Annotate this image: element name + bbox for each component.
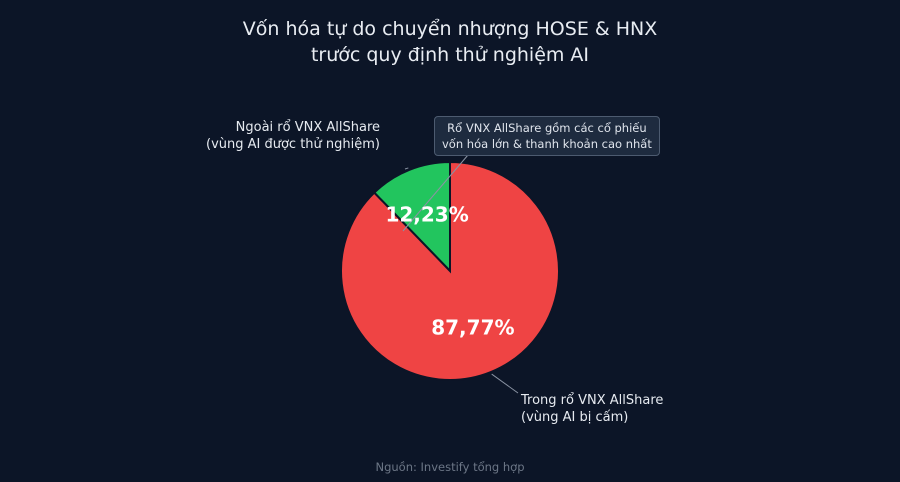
slice-label-inside-basket: Trong rổ VNX AllShare (vùng AI bị cấm): [521, 392, 663, 426]
chart-title-line1: Vốn hóa tự do chuyển nhượng HOSE & HNX: [242, 18, 658, 40]
annotation-box: Rổ VNX AllShare gồm các cổ phiếu vốn hóa…: [434, 116, 660, 156]
slice-label-outside-line1: Ngoài rổ VNX AllShare: [235, 120, 380, 135]
annotation-line1: Rổ VNX AllShare gồm các cổ phiếu: [447, 121, 647, 135]
annotation-leader-line: [402, 154, 469, 232]
source-note: Nguồn: Investify tổng hợp: [375, 460, 525, 474]
chart-title-line2: trước quy định thử nghiệm AI: [310, 44, 590, 66]
slice-inside-basket: [340, 160, 560, 381]
value-label-outside-basket: 12,23%: [385, 202, 468, 226]
annotation-line2: vốn hóa lớn & thanh khoản cao nhất: [442, 137, 652, 151]
leader-line-outside-basket: [404, 167, 409, 170]
value-label-inside-basket: 87,77%: [431, 316, 514, 340]
slice-label-inside-line2: (vùng AI bị cấm): [521, 410, 629, 425]
slice-outside-basket: [372, 160, 451, 274]
leader-line-inside-basket: [491, 373, 519, 394]
slice-label-outside-basket: Ngoài rổ VNX AllShare (vùng AI được thử …: [206, 119, 380, 153]
slice-label-inside-line1: Trong rổ VNX AllShare: [521, 393, 664, 408]
slice-label-outside-line2: (vùng AI được thử nghiệm): [206, 137, 380, 152]
